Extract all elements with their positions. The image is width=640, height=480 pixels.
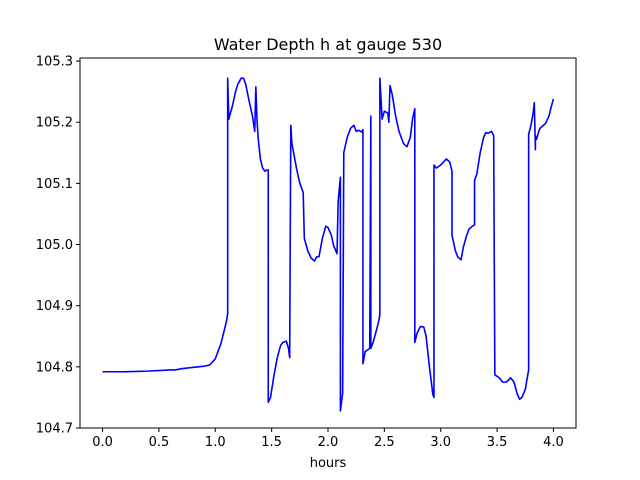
x-tick-label: 3.5 (487, 435, 508, 450)
x-tick-label: 2.0 (318, 435, 339, 450)
y-tick-label: 105.0 (36, 238, 73, 253)
x-axis: 0.0 0.5 1.0 1.5 2.0 2.5 3.0 3.5 4.0 (92, 428, 564, 450)
y-tick-label: 105.2 (36, 116, 73, 131)
x-tick-label: 4.0 (543, 435, 564, 450)
series-line (102, 77, 555, 412)
x-tick-label: 1.5 (261, 435, 282, 450)
y-tick-label: 105.1 (36, 177, 73, 192)
y-tick-label: 104.9 (36, 299, 73, 314)
series-layer (102, 77, 555, 412)
x-tick-label: 1.0 (205, 435, 226, 450)
x-tick-label: 0.0 (92, 435, 113, 450)
x-tick-label: 3.0 (430, 435, 451, 450)
y-axis: 104.7 104.8 104.9 105.0 105.1 105.2 105.3 (36, 55, 80, 437)
y-tick-label: 104.8 (36, 360, 73, 375)
y-tick-label: 105.3 (36, 55, 73, 70)
x-tick-label: 2.5 (374, 435, 395, 450)
chart-title: Water Depth h at gauge 530 (214, 35, 442, 54)
y-tick-label: 104.7 (36, 422, 73, 437)
x-axis-title: hours (310, 456, 347, 471)
x-tick-label: 0.5 (149, 435, 170, 450)
